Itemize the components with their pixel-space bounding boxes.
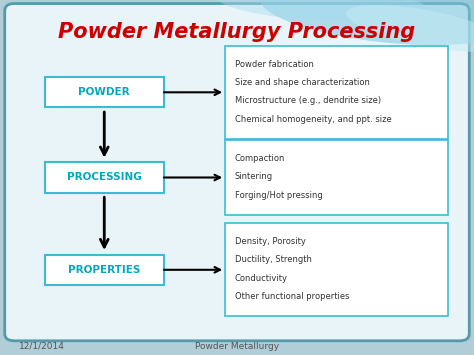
FancyBboxPatch shape xyxy=(5,4,469,341)
FancyBboxPatch shape xyxy=(225,224,448,316)
Text: Other functional properties: Other functional properties xyxy=(235,293,349,301)
Text: Ductility, Strength: Ductility, Strength xyxy=(235,256,311,264)
Text: 12/1/2014: 12/1/2014 xyxy=(19,342,65,351)
Text: Compaction: Compaction xyxy=(235,154,285,163)
Text: Forging/Hot pressing: Forging/Hot pressing xyxy=(235,191,322,200)
Ellipse shape xyxy=(216,0,428,23)
Ellipse shape xyxy=(259,0,474,45)
Text: Chemical homogeneity, and ppt. size: Chemical homogeneity, and ppt. size xyxy=(235,115,392,124)
Text: Sintering: Sintering xyxy=(235,173,273,181)
Text: Powder Metallurgy Processing: Powder Metallurgy Processing xyxy=(58,22,416,42)
Text: PROPERTIES: PROPERTIES xyxy=(68,265,140,275)
Text: Microstructure (e.g., dendrite size): Microstructure (e.g., dendrite size) xyxy=(235,97,381,105)
FancyBboxPatch shape xyxy=(225,140,448,214)
Text: Density, Porosity: Density, Porosity xyxy=(235,237,306,246)
Text: PROCESSING: PROCESSING xyxy=(67,173,142,182)
FancyBboxPatch shape xyxy=(45,162,164,192)
FancyBboxPatch shape xyxy=(45,77,164,107)
Text: Powder fabrication: Powder fabrication xyxy=(235,60,313,69)
Ellipse shape xyxy=(346,5,474,52)
Text: Conductivity: Conductivity xyxy=(235,274,288,283)
FancyBboxPatch shape xyxy=(225,46,448,138)
Text: Size and shape characterization: Size and shape characterization xyxy=(235,78,370,87)
Text: POWDER: POWDER xyxy=(79,87,130,97)
FancyBboxPatch shape xyxy=(45,255,164,285)
Text: Powder Metallurgy: Powder Metallurgy xyxy=(195,342,279,351)
